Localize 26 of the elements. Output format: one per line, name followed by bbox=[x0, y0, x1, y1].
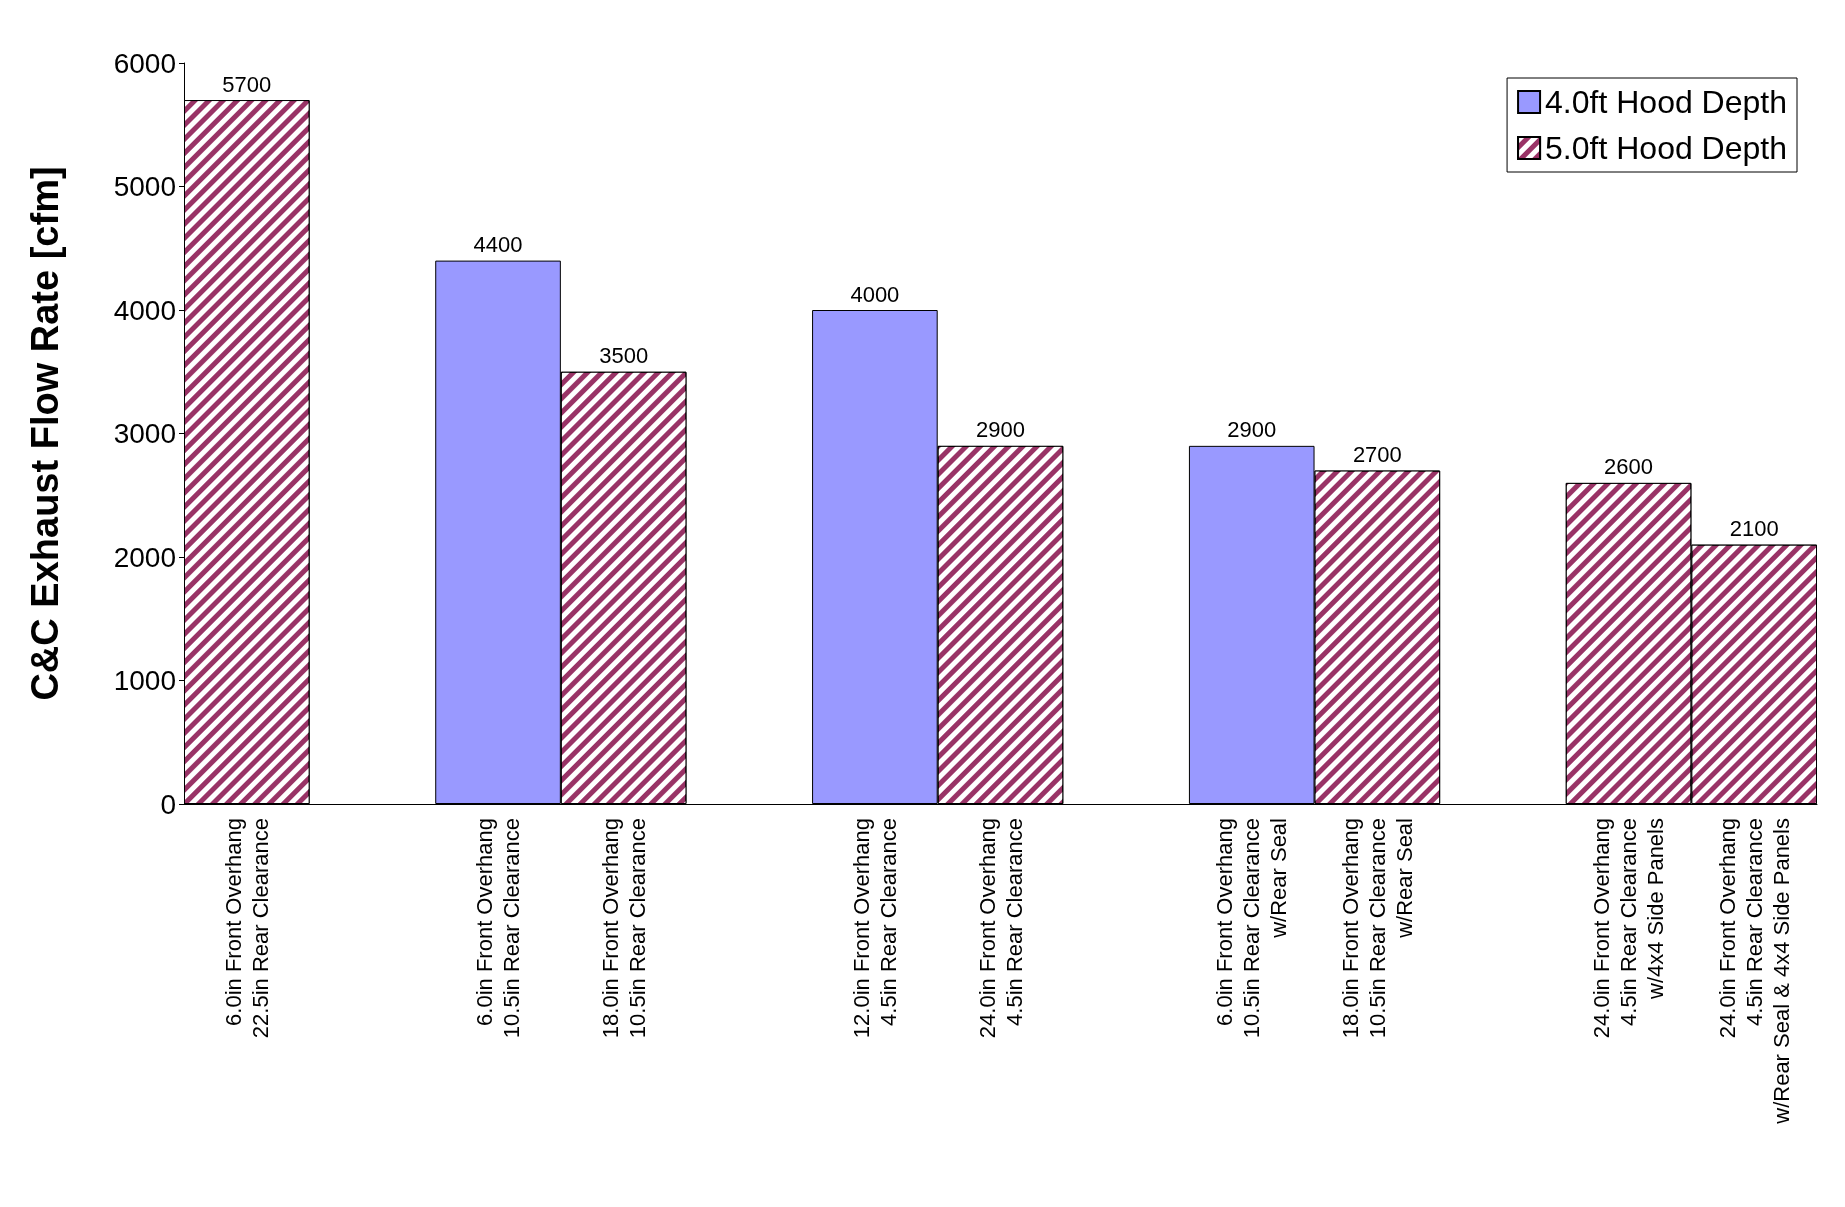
data-label: 2600 bbox=[1604, 454, 1654, 480]
y-tick-label: 5000 bbox=[113, 171, 176, 202]
data-label: 4000 bbox=[850, 281, 900, 307]
legend-label: 4.0ft Hood Depth bbox=[1545, 84, 1787, 120]
x-tick-label: 24.0in Front Overhang 4.5in Rear Clearance bbox=[974, 818, 1027, 1039]
y-axis-title: C&C Exhaust Flow Rate [cfm] bbox=[24, 166, 66, 701]
x-tick-label: 6.0in Front Overhang 22.5in Rear Clearance bbox=[220, 818, 273, 1039]
y-tick-label: 3000 bbox=[113, 418, 176, 449]
data-label: 3500 bbox=[599, 343, 649, 369]
y-tick-label: 6000 bbox=[113, 47, 176, 79]
data-label: 4400 bbox=[473, 232, 523, 258]
y-tick-label: 2000 bbox=[113, 541, 176, 573]
x-tick-label: 6.0in Front Overhang 10.5in Rear Clearance w/Rear Seal bbox=[1212, 818, 1292, 1039]
y-tick-label: 1000 bbox=[113, 665, 176, 696]
x-tick-label: 6.0in Front Overhang 10.5in Rear Clearance bbox=[472, 818, 525, 1039]
legend-label: 5.0ft Hood Depth bbox=[1545, 130, 1787, 166]
data-label: 2700 bbox=[1352, 442, 1402, 468]
data-label: 2900 bbox=[976, 417, 1025, 443]
data-label: 2900 bbox=[1227, 417, 1277, 443]
x-tick-label: 24.0in Front Overhang 4.5in Rear Clearance w/4x4 Side Panels bbox=[1589, 818, 1669, 1039]
data-label: 2100 bbox=[1729, 516, 1779, 542]
x-tick-label: 12.0in Front Overhang 4.5in Rear Clearance bbox=[848, 818, 901, 1039]
y-tick-label: 4000 bbox=[113, 294, 176, 326]
data-label: 5700 bbox=[222, 71, 272, 97]
y-tick-label: 0 bbox=[160, 788, 176, 820]
x-tick-label: 18.0in Front Overhang 10.5in Rear Clearance bbox=[597, 818, 650, 1039]
